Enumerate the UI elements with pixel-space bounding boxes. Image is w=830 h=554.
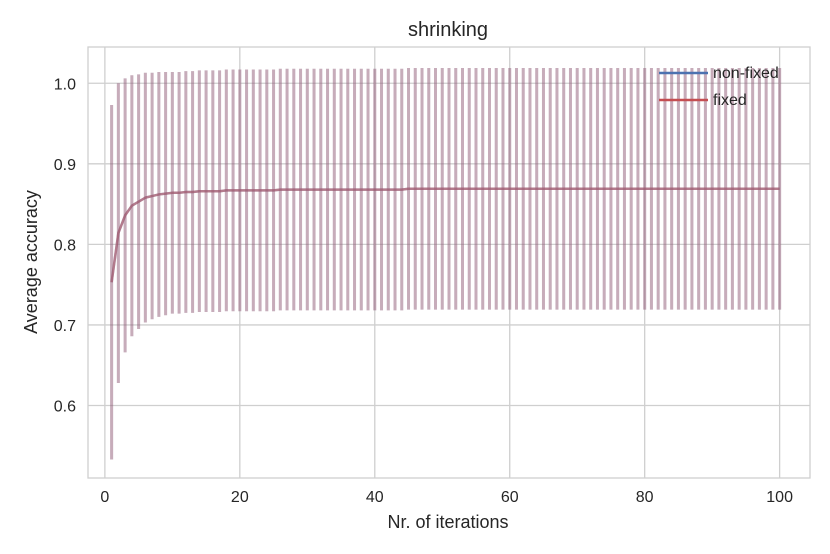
legend-label-fixed: fixed <box>713 92 747 109</box>
y-tick-label: 0.7 <box>54 318 76 335</box>
chart-title: shrinking <box>408 19 488 41</box>
y-tick-label: 0.8 <box>54 237 76 254</box>
y-tick-label: 0.6 <box>54 398 76 415</box>
legend-label-non-fixed: non-fixed <box>713 65 779 82</box>
y-axis-label: Average accuracy <box>21 190 41 334</box>
series-lines <box>110 187 780 283</box>
plot-frame <box>87 46 811 479</box>
x-tick-label: 0 <box>100 489 109 506</box>
x-tick-label: 100 <box>766 489 793 506</box>
x-axis-label: Nr. of iterations <box>387 512 508 532</box>
gridlines <box>88 47 810 478</box>
x-tick-label: 60 <box>501 489 519 506</box>
x-tick-labels: 0 20 40 60 80 100 <box>100 489 793 506</box>
legend: non-fixed fixed <box>659 65 779 109</box>
x-tick-label: 40 <box>366 489 384 506</box>
y-tick-labels: 0.6 0.7 0.8 0.9 1.0 <box>54 76 76 415</box>
x-tick-label: 20 <box>231 489 249 506</box>
x-tick-label: 80 <box>636 489 654 506</box>
y-tick-label: 0.9 <box>54 157 76 174</box>
y-tick-label: 1.0 <box>54 76 76 93</box>
series-line-fixed <box>110 187 780 283</box>
